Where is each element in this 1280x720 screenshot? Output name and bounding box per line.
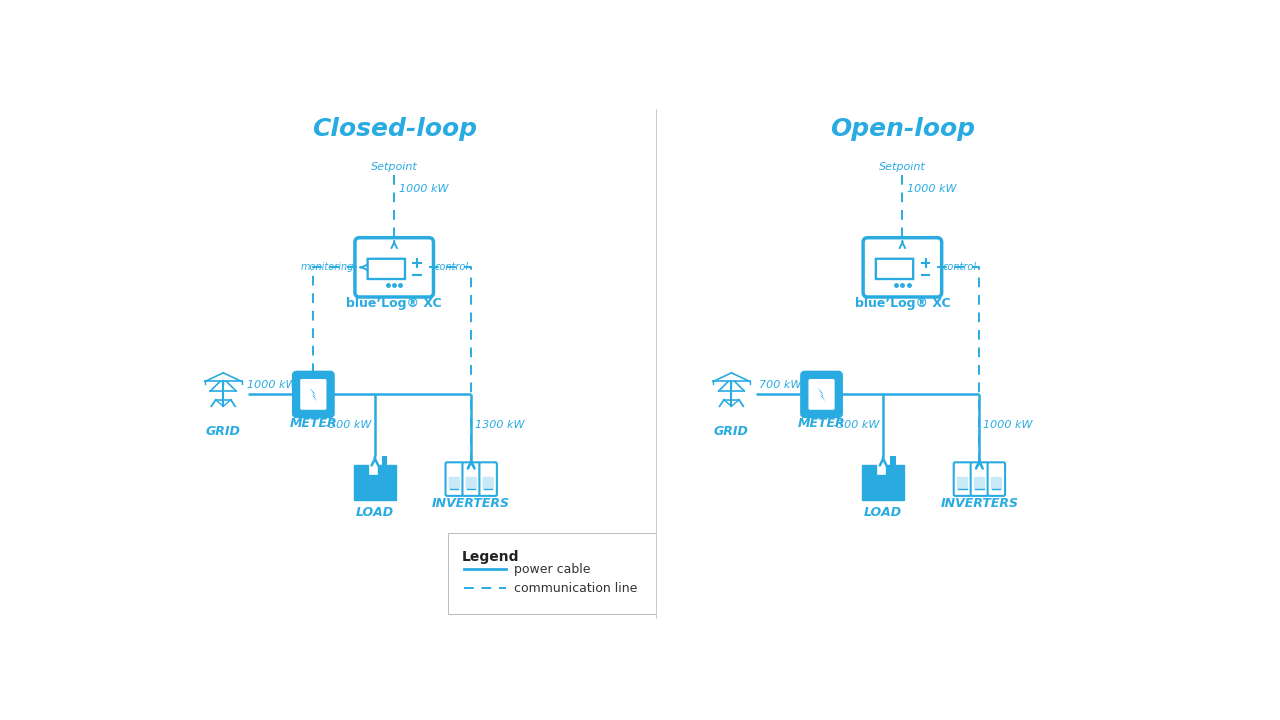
FancyBboxPatch shape [466, 477, 477, 489]
FancyBboxPatch shape [991, 477, 1002, 489]
FancyBboxPatch shape [480, 462, 497, 496]
FancyBboxPatch shape [483, 477, 494, 489]
Bar [891, 456, 896, 466]
FancyBboxPatch shape [988, 462, 1005, 496]
Polygon shape [863, 464, 904, 477]
Text: Setpoint: Setpoint [371, 162, 417, 172]
FancyBboxPatch shape [970, 462, 988, 496]
FancyBboxPatch shape [462, 462, 480, 496]
FancyBboxPatch shape [301, 379, 326, 410]
Polygon shape [355, 464, 396, 477]
FancyBboxPatch shape [355, 238, 434, 297]
FancyBboxPatch shape [448, 533, 657, 614]
Text: 1000 kW: 1000 kW [399, 184, 448, 194]
Bar [383, 456, 388, 466]
Polygon shape [818, 387, 826, 401]
Polygon shape [310, 387, 317, 401]
FancyBboxPatch shape [954, 462, 972, 496]
Text: Open-loop: Open-loop [829, 117, 975, 140]
Text: monitoring: monitoring [301, 262, 355, 272]
Text: 1000 kW: 1000 kW [983, 420, 1033, 430]
Text: INVERTERS: INVERTERS [433, 498, 511, 510]
FancyBboxPatch shape [809, 379, 835, 410]
FancyBboxPatch shape [445, 462, 463, 496]
Polygon shape [355, 477, 396, 500]
Text: control: control [942, 262, 977, 272]
Text: GRID: GRID [206, 425, 241, 438]
FancyBboxPatch shape [957, 477, 968, 489]
Text: communication line: communication line [513, 582, 637, 595]
FancyBboxPatch shape [877, 260, 913, 278]
Text: 700 kW: 700 kW [759, 380, 801, 390]
FancyBboxPatch shape [448, 477, 460, 489]
Polygon shape [863, 477, 904, 500]
Text: 1000 kW: 1000 kW [908, 184, 956, 194]
Text: LOAD: LOAD [356, 506, 394, 519]
Text: METER: METER [797, 417, 845, 430]
Text: blue’Log® XC: blue’Log® XC [347, 297, 442, 310]
FancyBboxPatch shape [366, 258, 406, 280]
FancyBboxPatch shape [801, 372, 841, 417]
Text: INVERTERS: INVERTERS [941, 498, 1019, 510]
FancyBboxPatch shape [874, 258, 914, 280]
Text: Setpoint: Setpoint [879, 162, 925, 172]
FancyBboxPatch shape [369, 260, 403, 278]
FancyBboxPatch shape [974, 477, 986, 489]
Text: -300 kW: -300 kW [833, 420, 879, 430]
FancyBboxPatch shape [293, 372, 333, 417]
Text: GRID: GRID [714, 425, 749, 438]
Text: METER: METER [289, 417, 337, 430]
Text: power cable: power cable [513, 563, 590, 576]
Text: Closed-loop: Closed-loop [312, 117, 476, 140]
Text: 1000 kW: 1000 kW [247, 380, 297, 390]
Text: 1300 kW: 1300 kW [475, 420, 525, 430]
Text: blue’Log® XC: blue’Log® XC [855, 297, 950, 310]
Text: control: control [434, 262, 468, 272]
Text: LOAD: LOAD [864, 506, 902, 519]
Text: -300 kW: -300 kW [325, 420, 371, 430]
Text: Legend: Legend [462, 550, 520, 564]
FancyBboxPatch shape [863, 238, 942, 297]
